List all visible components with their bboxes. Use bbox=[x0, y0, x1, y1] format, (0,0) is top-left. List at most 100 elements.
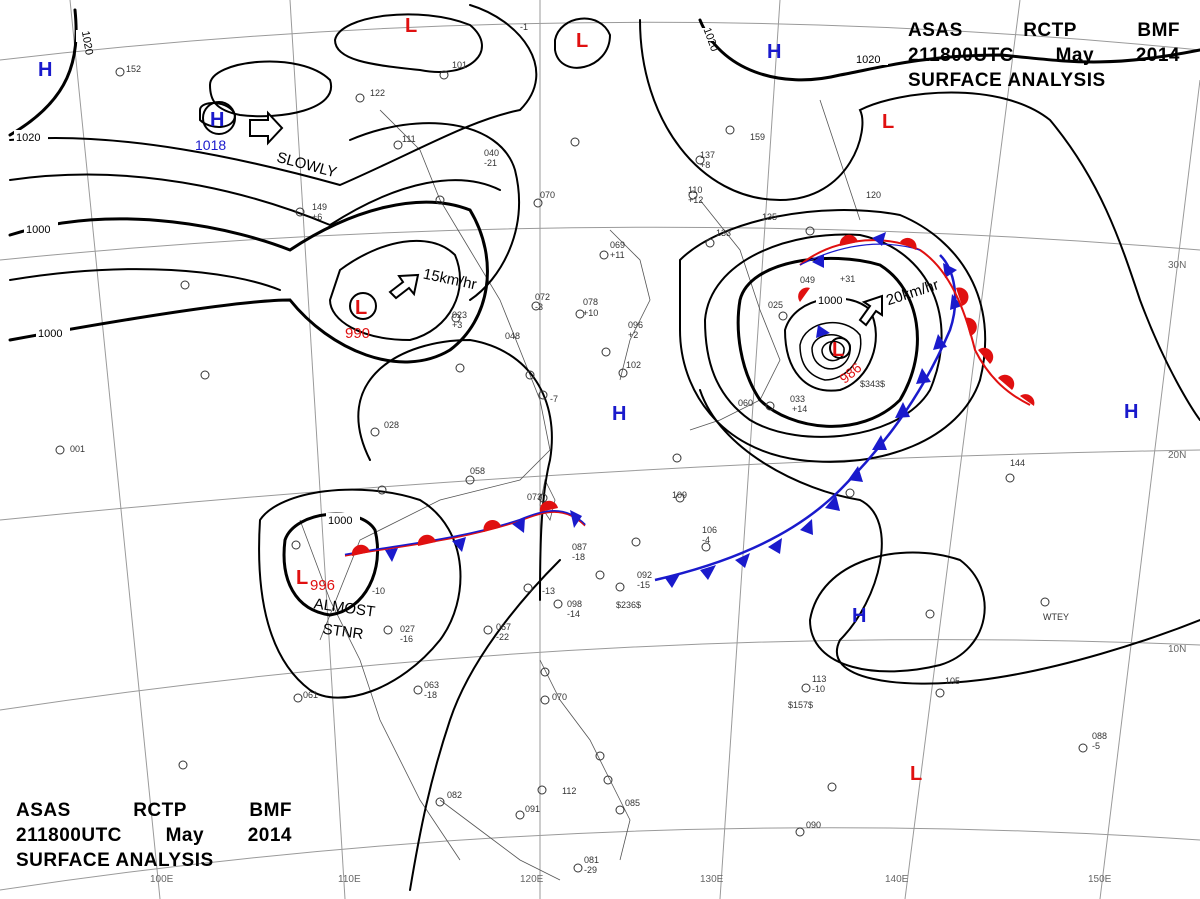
warm-front-marks-west bbox=[351, 500, 558, 556]
station-circle-icon bbox=[435, 195, 445, 205]
warm-front-mark bbox=[998, 374, 1015, 390]
isobar bbox=[333, 13, 483, 73]
station-value: 082 bbox=[447, 790, 462, 800]
station-circle-icon bbox=[675, 493, 685, 503]
header-agency-row: ASAS RCTP BMF bbox=[908, 18, 1180, 43]
warm-front-mark bbox=[798, 287, 810, 302]
isobar bbox=[808, 551, 986, 673]
low-pressure-center: L bbox=[576, 30, 588, 52]
motion-arrow-icon bbox=[249, 110, 284, 146]
high-pressure-center: H bbox=[767, 41, 781, 63]
longitude-line-150e bbox=[1099, 79, 1200, 899]
coastlines bbox=[299, 99, 861, 881]
cold-front-mark bbox=[512, 518, 525, 533]
station-circle-icon bbox=[695, 155, 705, 165]
station-value: 105 bbox=[945, 676, 960, 686]
station-circle-icon bbox=[55, 445, 65, 455]
map-header-bottom: ASAS RCTP BMF 211800UTC May 2014 SURFACE… bbox=[16, 798, 292, 873]
station-value: 070 bbox=[540, 190, 555, 200]
station-value: 085 bbox=[625, 798, 640, 808]
coastline-japan bbox=[689, 199, 781, 431]
station-value: 058 bbox=[470, 466, 485, 476]
low-pressure-center: L bbox=[405, 15, 417, 37]
longitude-label: 120E bbox=[520, 874, 544, 885]
cold-front-mark bbox=[768, 538, 782, 554]
station-value: 106 bbox=[702, 525, 717, 535]
high-center-ring bbox=[202, 101, 236, 135]
station-value: -18 bbox=[424, 690, 437, 700]
station-circle-icon bbox=[293, 693, 303, 703]
cold-front-mark bbox=[916, 368, 931, 384]
longitude-line-100e bbox=[69, 0, 161, 899]
longitude-label: 100E bbox=[150, 874, 174, 885]
station-value: 101 bbox=[452, 60, 467, 70]
header-month: May bbox=[1055, 45, 1095, 66]
station-marker bbox=[55, 67, 1088, 873]
station-circle-icon bbox=[455, 363, 465, 373]
station-circle-icon bbox=[531, 301, 541, 311]
station-circle-icon bbox=[672, 453, 682, 463]
center-pressure-value: 1018 bbox=[195, 137, 226, 153]
cold-front-mark bbox=[943, 263, 957, 278]
warm-front-mark bbox=[956, 287, 969, 306]
station-circle-icon bbox=[595, 751, 605, 761]
station-value: $236$ bbox=[616, 600, 641, 610]
low-pressure-center: L bbox=[832, 339, 844, 361]
station-circle-icon bbox=[801, 683, 811, 693]
station-value: 113 bbox=[812, 674, 826, 684]
warm-front-mark bbox=[483, 519, 501, 532]
isobar-label: 1020 bbox=[79, 30, 95, 56]
station-text-samples: 152 101 122 111 040 -21 070 069 +11 133 … bbox=[70, 22, 1107, 875]
station-circle-icon bbox=[845, 488, 855, 498]
station-circle-icon bbox=[538, 390, 548, 400]
station-value: 033 bbox=[790, 394, 805, 404]
isobar bbox=[328, 239, 461, 342]
station-circle-icon bbox=[370, 427, 380, 437]
header-region: ASAS bbox=[16, 800, 71, 821]
isobar-label: 1020 bbox=[16, 132, 40, 144]
station-circle-icon bbox=[465, 475, 475, 485]
isobar bbox=[9, 173, 501, 227]
header-title: SURFACE ANALYSIS bbox=[16, 850, 214, 871]
motion-arrow-icon bbox=[388, 273, 420, 300]
cold-front-mark bbox=[816, 325, 830, 338]
isobar bbox=[208, 60, 333, 118]
station-circle-icon bbox=[765, 401, 775, 411]
cold-front-mark bbox=[570, 510, 582, 528]
isobar bbox=[554, 17, 612, 69]
low-pressure-center: L bbox=[296, 567, 308, 589]
longitude-label: 110E bbox=[338, 874, 361, 885]
station-value: -5 bbox=[1092, 741, 1100, 751]
cold-front-mark bbox=[895, 402, 910, 418]
isobar bbox=[703, 233, 943, 438]
station-circle-icon bbox=[570, 137, 580, 147]
station-circle-icon bbox=[537, 785, 547, 795]
station-value: 048 bbox=[505, 331, 520, 341]
station-value: +6 bbox=[312, 212, 322, 222]
low-pressure-center: L bbox=[910, 763, 922, 785]
station-circle-icon bbox=[451, 313, 461, 323]
cold-front-mark bbox=[800, 519, 813, 535]
cold-front-marks-north bbox=[812, 232, 886, 338]
stationary-front-west-red bbox=[344, 511, 586, 557]
station-circle-icon bbox=[355, 93, 365, 103]
station-value: $343$ bbox=[860, 379, 885, 389]
motion-arrows bbox=[249, 110, 883, 327]
station-value: 028 bbox=[384, 420, 399, 430]
header-agency-row: ASAS RCTP BMF bbox=[16, 798, 292, 823]
isobar-label: 1020 bbox=[856, 54, 880, 66]
header-month: May bbox=[165, 825, 205, 846]
cold-front-mark bbox=[848, 466, 863, 482]
coastline-taiwan bbox=[539, 478, 556, 521]
station-circle-icon bbox=[180, 280, 190, 290]
station-circle-icon bbox=[523, 583, 533, 593]
station-value: 070 bbox=[552, 692, 567, 702]
station-circle-icon bbox=[383, 625, 393, 635]
station-circle-icon bbox=[377, 485, 387, 495]
warm-front-mark bbox=[978, 347, 994, 364]
header-time-row: 211800UTC May 2014 bbox=[16, 823, 292, 848]
isobar bbox=[357, 338, 553, 601]
station-value: 072 bbox=[535, 292, 550, 302]
